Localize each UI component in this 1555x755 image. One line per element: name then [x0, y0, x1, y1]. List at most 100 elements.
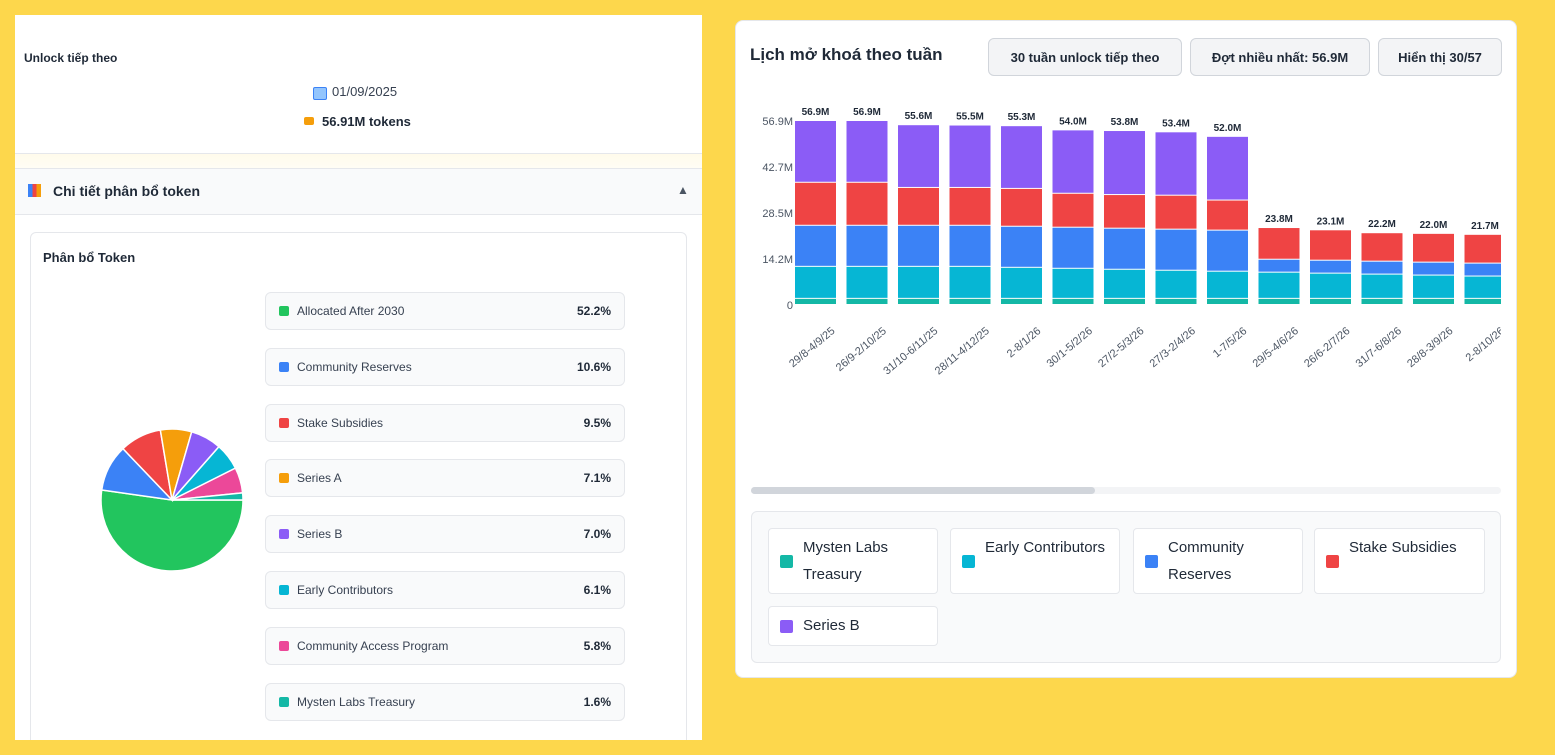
bar-title: Lịch mở khoá theo tuần [750, 45, 943, 64]
bar-segment [1104, 269, 1145, 298]
legend-item[interactable]: Series B [768, 606, 938, 646]
legend-label: Community Reserves [1168, 539, 1244, 583]
legend-label: Community Reserves [297, 359, 412, 374]
legend-swatch [1145, 555, 1158, 568]
legend-label: Stake Subsidies [1349, 539, 1457, 556]
bar-segment [1001, 188, 1042, 226]
legend-swatch [279, 473, 289, 484]
x-tick-label: 29/5-4/6/26 [1251, 325, 1301, 370]
y-tick-label: 56.9M [762, 116, 793, 128]
bar-segment [795, 121, 836, 182]
legend-swatch [780, 620, 793, 633]
lock-icon [304, 117, 314, 125]
bar-segment [949, 298, 991, 304]
bar-segment [1207, 298, 1248, 304]
legend-item: Series B 7.0% [265, 515, 625, 554]
total-label: 21.7M [1471, 221, 1499, 232]
collapse-toggle[interactable]: ▲ [677, 183, 689, 197]
bar-segment [1104, 298, 1145, 304]
x-tick-label: 2-8/1/26 [1005, 325, 1044, 360]
legend-label: Stake Subsidies [297, 415, 384, 430]
legend-swatch [279, 306, 289, 316]
button[interactable]: Hiển thị 30/57 [1378, 38, 1502, 76]
bar-segment [1361, 298, 1403, 304]
bar-segment [1258, 259, 1300, 272]
legend-value: 7.1% [583, 471, 611, 486]
bar-segment [846, 182, 888, 225]
scrollbar-track[interactable] [751, 487, 1501, 494]
bar-segment [898, 225, 939, 266]
bar-segment [898, 298, 939, 304]
legend-item[interactable]: Early Contributors [950, 528, 1120, 594]
bar-segment [1413, 233, 1454, 262]
legend-value: 52.2% [576, 304, 611, 318]
bar-segment [1413, 298, 1454, 304]
bar-segment [1310, 298, 1351, 304]
x-tick-label: 26/6-2/7/26 [1302, 325, 1352, 370]
total-label: 53.8M [1111, 117, 1139, 128]
legend-item: Community Access Program 5.8% [265, 626, 625, 665]
total-label: 54.0M [1059, 116, 1087, 127]
legend-item: Community Reserves 10.6% [265, 347, 625, 386]
bar-segment [1310, 230, 1351, 260]
legend-item: Early Contributors 6.1% [265, 571, 625, 609]
legend-label: Early Contributors [985, 539, 1106, 556]
bar-segment [949, 225, 991, 266]
bar-segment [1207, 136, 1248, 200]
legend-value: 6.1% [583, 583, 611, 597]
total-label: 55.5M [956, 112, 984, 123]
total-label: 22.2M [1368, 219, 1396, 230]
legend-item[interactable]: Community Reserves [1133, 528, 1303, 594]
calendar-icon [313, 87, 327, 100]
button[interactable]: Đợt nhiều nhất: 56.9M [1190, 38, 1370, 76]
bar-segment [1413, 275, 1454, 298]
legend-item[interactable]: Mysten Labs Treasury [768, 528, 938, 594]
bar-segment [795, 266, 836, 298]
bar-segment [846, 225, 888, 266]
bar-segment [1361, 233, 1403, 261]
pie-slice [171, 492, 244, 501]
bar-segment [1052, 130, 1094, 193]
bar-segment [1258, 228, 1300, 259]
bar-segment [1001, 226, 1042, 267]
legend-label: Mysten Labs Treasury [803, 539, 889, 583]
button[interactable]: 30 tuần unlock tiếp theo [988, 38, 1182, 76]
legend-swatch [962, 555, 975, 568]
legend-swatch [279, 696, 289, 707]
legend-label: Allocated After 2030 [297, 304, 405, 318]
scrollbar-thumb[interactable] [751, 487, 1095, 494]
pie-slice [100, 489, 244, 572]
pie-chart [100, 428, 244, 572]
next-unlock-title: Unlock tiếp theo [24, 51, 118, 65]
x-tick-label: 31/7-6/8/26 [1354, 325, 1404, 370]
bar-segment [1464, 298, 1501, 304]
x-tick-label: 31/10-6/11/25 [881, 325, 940, 377]
bar-segment [1464, 276, 1501, 298]
bar-segment [795, 298, 836, 304]
legend-swatch [1326, 555, 1339, 568]
bar-segment [1104, 228, 1145, 269]
bar-chart: 0 14.2M 28.5M 42.7M 56.9M 56.9M 29/8-4/9/25 56.… [762, 107, 1501, 377]
total-label: 23.1M [1317, 216, 1345, 227]
bar-segment [1310, 260, 1351, 273]
bar-segment [1155, 229, 1197, 270]
total-label: 56.9M [853, 107, 881, 118]
y-tick-label: 14.2M [762, 254, 793, 266]
legend-value: 1.6% [583, 694, 611, 709]
legend-label: Community Access Program [297, 638, 449, 653]
bar-segment [1310, 273, 1351, 298]
total-label: 23.8M [1265, 214, 1293, 225]
bar-segment [846, 266, 888, 298]
total-label: 55.6M [905, 111, 933, 122]
bar-segment [949, 187, 991, 225]
legend-swatch [279, 640, 289, 651]
total-label: 55.3M [1008, 112, 1036, 123]
x-tick-label: 28/11-4/12/25 [933, 325, 992, 377]
bar-segment [1052, 193, 1094, 227]
section-header[interactable]: Chi tiết phân bổ token ▲ [15, 168, 702, 215]
bar-segment [1207, 200, 1248, 230]
bar-segment [1155, 195, 1197, 229]
legend-item[interactable]: Stake Subsidies [1314, 528, 1485, 594]
chart-icon [28, 184, 41, 197]
